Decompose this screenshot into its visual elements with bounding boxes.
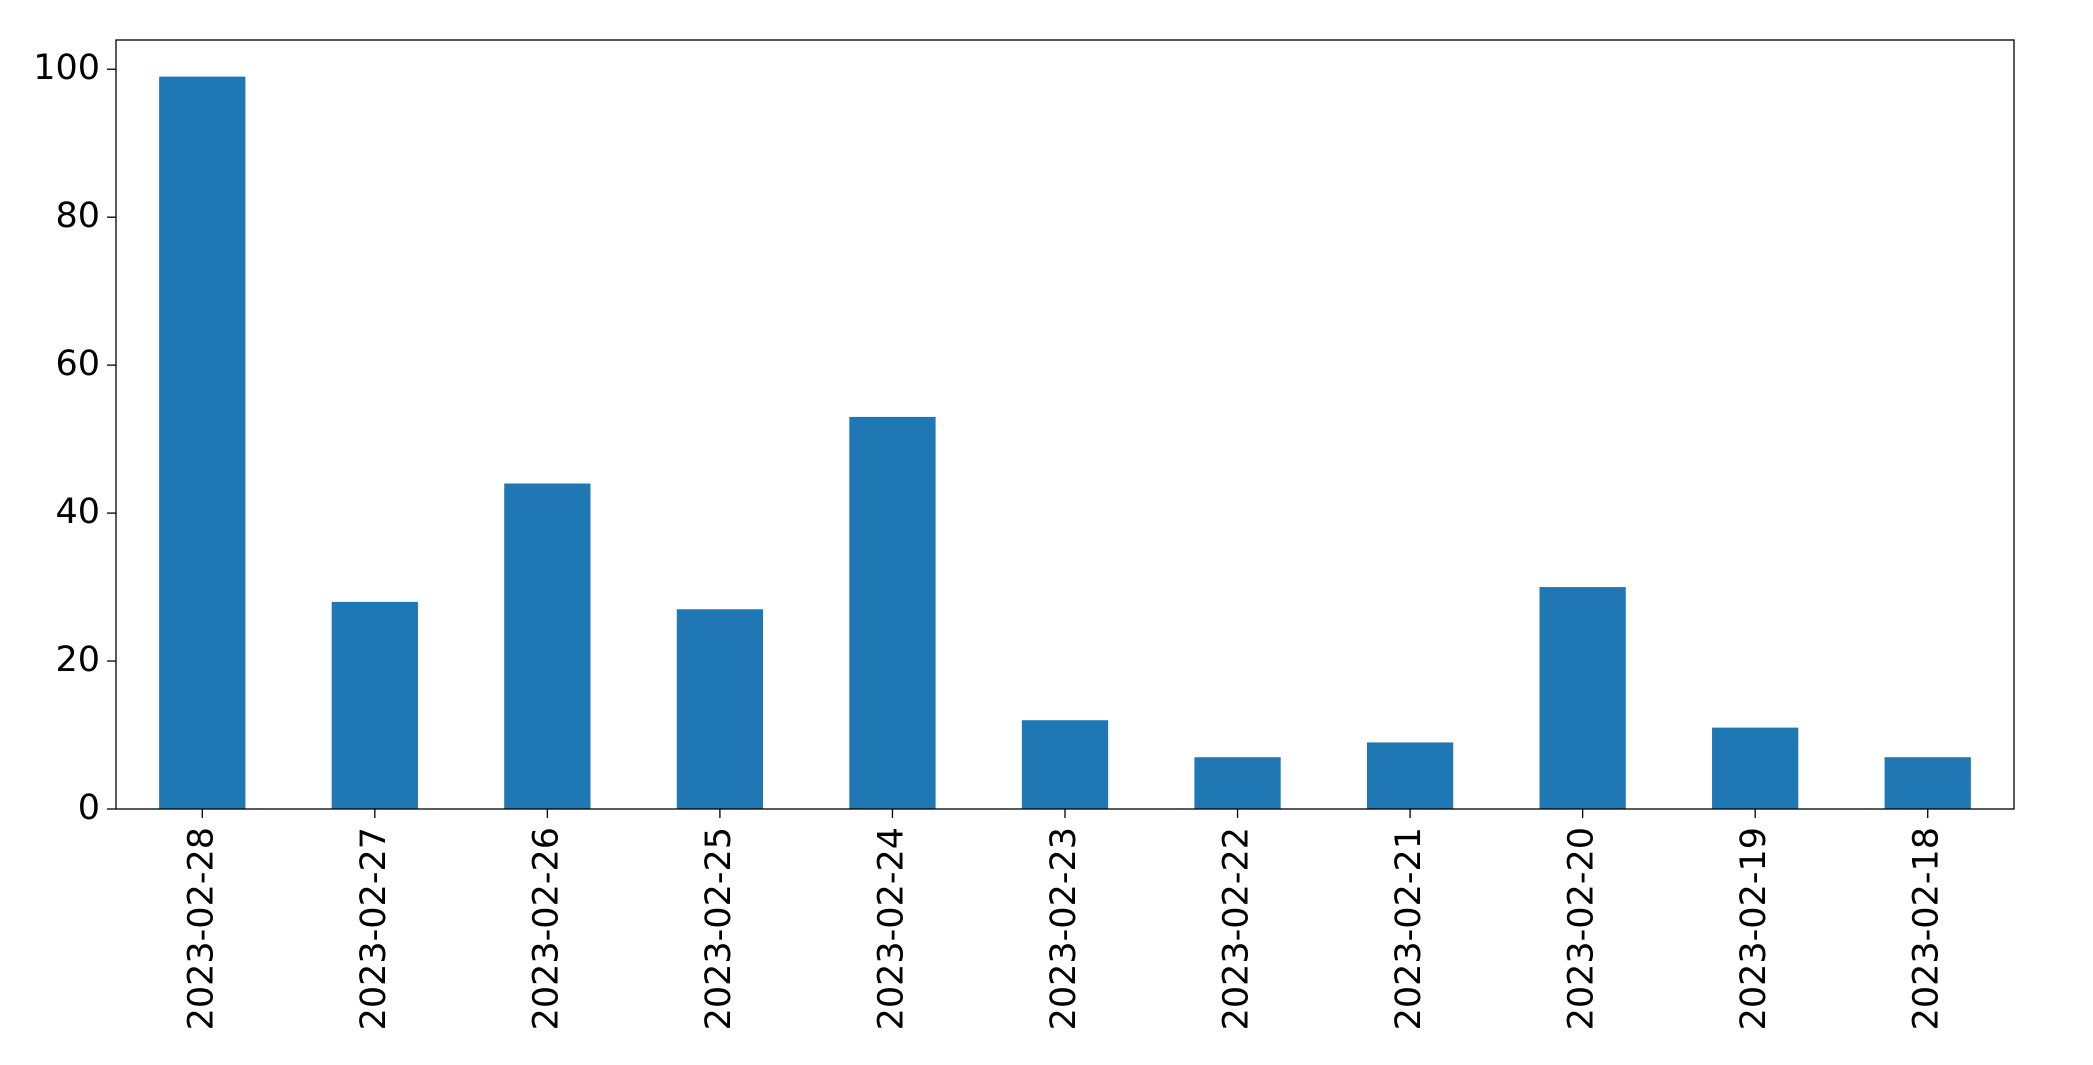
bar (504, 483, 591, 809)
x-tick-label: 2023-02-23 (1044, 827, 1084, 1030)
x-tick-label: 2023-02-24 (871, 827, 911, 1030)
y-tick-label: 60 (55, 344, 100, 384)
x-tick-label: 2023-02-20 (1562, 827, 1602, 1030)
y-tick-label: 40 (55, 492, 100, 532)
x-tick-label: 2023-02-26 (526, 827, 566, 1030)
bar (676, 609, 764, 809)
bar (1021, 720, 1109, 809)
bar (849, 416, 936, 809)
x-tick-label: 2023-02-27 (354, 827, 394, 1030)
x-tick-label: 2023-02-18 (1907, 827, 1947, 1030)
bar (1194, 757, 1281, 809)
x-tick-label: 2023-02-19 (1734, 827, 1774, 1030)
bar (1712, 727, 1799, 809)
x-tick-label: 2023-02-22 (1217, 827, 1257, 1030)
bar (1539, 587, 1626, 809)
y-tick-label: 0 (78, 788, 100, 828)
bar (1884, 757, 1971, 809)
y-tick-label: 20 (55, 640, 100, 680)
x-tick-label: 2023-02-21 (1389, 827, 1429, 1030)
plot-frame (115, 39, 2015, 810)
x-tick-label: 2023-02-28 (181, 827, 221, 1030)
bar (1366, 742, 1454, 809)
y-tick-label: 100 (33, 48, 100, 88)
bar (159, 76, 246, 810)
y-tick-label: 80 (55, 196, 100, 236)
bar (331, 601, 418, 809)
x-tick-label: 2023-02-25 (699, 827, 739, 1030)
